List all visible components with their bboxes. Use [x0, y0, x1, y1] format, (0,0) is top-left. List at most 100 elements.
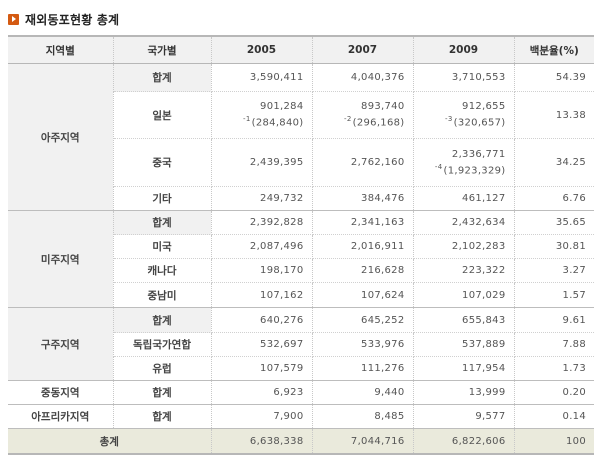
value-2007: 4,040,376 — [312, 63, 414, 92]
table-row: 미주지역 합계 2,392,828 2,341,163 2,432,634 35… — [8, 210, 594, 308]
value-2005: 2,392,828 — [211, 210, 313, 235]
value-2005: 3,590,411 — [211, 63, 313, 92]
table-row: 독립국가연합 532,697 533,976 537,889 7.88 — [8, 332, 594, 357]
country-cell: 중국 — [113, 138, 212, 187]
value-2005: 2,087,496 — [211, 234, 313, 259]
value-2007: 533,976 — [312, 332, 414, 357]
header-country: 국가별 — [113, 35, 212, 64]
value-2005: 901,284 -1(284,840) — [211, 91, 313, 139]
region-cell: 아프리카지역 — [8, 404, 114, 429]
header-2009: 2009 — [413, 35, 515, 64]
table-row: 캐나다 198,170 216,628 223,322 3.27 — [8, 258, 594, 283]
arrow-bullet-icon — [8, 13, 19, 25]
header-row: 지역별 국가별 2005 2007 2009 백분율(%) — [8, 35, 594, 64]
value-2007: 2,016,911 — [312, 234, 414, 259]
value-2007: 645,252 — [312, 307, 414, 333]
table-row: 유럽 107,579 111,276 117,954 1.73 — [8, 356, 594, 381]
value-2005: 6,923 — [211, 380, 313, 405]
total-2009: 6,822,606 — [413, 428, 515, 455]
value-2005: 7,900 — [211, 404, 313, 429]
footnote-mark: -3 — [445, 115, 453, 124]
total-row: 총계 6,638,338 7,044,716 6,822,606 100 — [8, 428, 594, 455]
country-cell: 합계 — [113, 404, 212, 429]
region-cell: 구주지역 — [8, 307, 114, 381]
value-2005: 532,697 — [211, 332, 313, 357]
value-percent: 0.14 — [514, 404, 594, 429]
value-2007: 893,740 -2(296,168) — [312, 91, 414, 139]
value-main: 912,655 — [462, 101, 506, 113]
value-2009: 461,127 — [413, 186, 515, 211]
country-cell: 일본 — [113, 91, 212, 139]
value-2007: 2,341,163 — [312, 210, 414, 235]
footnote-mark: -2 — [344, 115, 352, 124]
total-percent: 100 — [514, 428, 594, 455]
value-2007: 2,762,160 — [312, 138, 414, 187]
value-2009: 107,029 — [413, 282, 515, 308]
header-region: 지역별 — [8, 35, 114, 64]
total-label: 총계 — [8, 428, 212, 455]
country-cell: 독립국가연합 — [113, 332, 212, 357]
region-cell: 중동지역 — [8, 380, 114, 405]
value-2009: 537,889 — [413, 332, 515, 357]
region-cell: 미주지역 — [8, 210, 114, 308]
value-2009: 13,999 — [413, 380, 515, 405]
country-cell: 합계 — [113, 63, 212, 92]
value-percent: 0.20 — [514, 380, 594, 405]
table-row: 중남미 107,162 107,624 107,029 1.57 — [8, 282, 594, 308]
country-cell: 기타 — [113, 186, 212, 211]
country-cell: 유럽 — [113, 356, 212, 381]
footnote-value: (284,840) — [251, 117, 304, 129]
header-percent: 백분율(%) — [514, 35, 594, 64]
header-2005: 2005 — [211, 35, 313, 64]
country-cell: 미국 — [113, 234, 212, 259]
value-percent: 7.88 — [514, 332, 594, 357]
value-2005: 198,170 — [211, 258, 313, 283]
value-2009: 2,102,283 — [413, 234, 515, 259]
value-percent: 30.81 — [514, 234, 594, 259]
value-2009: 3,710,553 — [413, 63, 515, 92]
value-percent: 3.27 — [514, 258, 594, 283]
value-main: 2,336,771 — [451, 148, 506, 160]
table-row: 아주지역 합계 3,590,411 4,040,376 3,710,553 54… — [8, 63, 594, 211]
country-cell: 캐나다 — [113, 258, 212, 283]
value-2007: 107,624 — [312, 282, 414, 308]
value-2007: 8,485 — [312, 404, 414, 429]
value-2009: 912,655 -3(320,657) — [413, 91, 515, 139]
footnote-value: (320,657) — [453, 117, 506, 129]
value-2007: 216,628 — [312, 258, 414, 283]
table-row: 일본 901,284 -1(284,840) 893,740 -2(296,16… — [8, 91, 594, 139]
table-row: 중동지역 합계 6,923 9,440 13,999 0.20 — [8, 380, 594, 405]
value-2009: 655,843 — [413, 307, 515, 333]
table-row: 기타 249,732 384,476 461,127 6.76 — [8, 186, 594, 211]
value-main: 901,284 — [260, 101, 304, 113]
page-title: 재외동포현황 총계 — [25, 12, 120, 27]
value-percent: 54.39 — [514, 63, 594, 92]
table-row: 미국 2,087,496 2,016,911 2,102,283 30.81 — [8, 234, 594, 259]
title-bar: 재외동포현황 총계 — [8, 9, 119, 29]
value-2005: 640,276 — [211, 307, 313, 333]
footnote-mark: -4 — [434, 162, 443, 171]
value-2009: 223,322 — [413, 258, 515, 283]
region-cell: 아주지역 — [8, 63, 114, 211]
value-2005: 107,162 — [211, 282, 313, 308]
value-percent: 35.65 — [514, 210, 594, 235]
overseas-koreans-table: 지역별 국가별 2005 2007 2009 백분율(%) 아주지역 합계 3,… — [8, 35, 594, 455]
header-2007: 2007 — [312, 35, 414, 64]
value-percent: 34.25 — [514, 138, 594, 187]
value-percent: 1.57 — [514, 282, 594, 308]
value-percent: 6.76 — [514, 186, 594, 211]
value-2009: 117,954 — [413, 356, 515, 381]
value-2009: 2,336,771 -4(1,923,329) — [413, 138, 515, 187]
footnote-value: (1,923,329) — [443, 165, 506, 177]
table-row: 아프리카지역 합계 7,900 8,485 9,577 0.14 — [8, 404, 594, 429]
total-2007: 7,044,716 — [312, 428, 414, 455]
value-2009: 9,577 — [413, 404, 515, 429]
footnote-mark: -1 — [243, 115, 251, 124]
value-percent: 13.38 — [514, 91, 594, 139]
country-cell: 합계 — [113, 307, 212, 333]
value-percent: 9.61 — [514, 307, 594, 333]
value-2009: 2,432,634 — [413, 210, 515, 235]
value-main: 893,740 — [361, 101, 405, 113]
footnote-value: (296,168) — [352, 117, 405, 129]
value-2005: 249,732 — [211, 186, 313, 211]
